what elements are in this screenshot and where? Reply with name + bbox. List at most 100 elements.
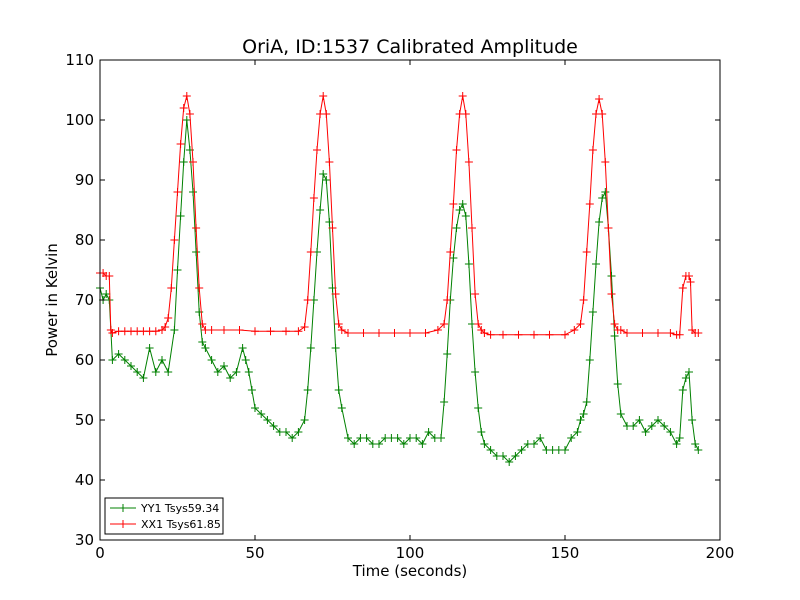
series-0-point xyxy=(647,422,656,430)
series-0-point xyxy=(232,368,241,376)
series-0-point xyxy=(424,428,433,436)
series-0-point xyxy=(294,428,303,436)
series-1-point xyxy=(604,224,613,232)
series-1-point xyxy=(464,158,473,166)
series-1-point xyxy=(421,329,430,337)
series-0-point xyxy=(145,344,154,352)
series-1-point xyxy=(638,329,647,337)
x-tick-label: 150 xyxy=(551,544,580,562)
series-1-point xyxy=(582,248,591,256)
series-0-point xyxy=(151,368,160,376)
series-1-point xyxy=(170,236,179,244)
series-0-point xyxy=(588,308,597,316)
series-1-point xyxy=(179,104,188,112)
series-0-point xyxy=(139,374,148,382)
series-1-point xyxy=(309,194,318,202)
series-0-point xyxy=(449,254,458,262)
series-1-point xyxy=(300,323,309,331)
series-line-0 xyxy=(99,119,699,463)
y-tick-label: 110 xyxy=(65,51,94,69)
series-1-point xyxy=(530,330,538,339)
series-0-point xyxy=(511,452,520,460)
series-0-point xyxy=(207,356,216,364)
series-0-point xyxy=(486,446,495,454)
series-1-point xyxy=(446,248,455,256)
series-0-point xyxy=(675,434,684,442)
series-0-point xyxy=(201,344,210,352)
series-1-point xyxy=(167,284,176,292)
series-0-point xyxy=(616,410,625,418)
series-0-point xyxy=(567,434,576,442)
series-1-point xyxy=(266,327,275,336)
series-1-point xyxy=(449,200,458,208)
series-0-point xyxy=(251,404,259,412)
series-1-point xyxy=(685,272,693,280)
series-0-point xyxy=(455,206,464,214)
series-0-point xyxy=(471,368,480,376)
series-1-point xyxy=(322,110,331,118)
series-0-point xyxy=(114,350,123,358)
series-0-point xyxy=(176,212,185,220)
series-1-point xyxy=(328,224,337,232)
series-1-point xyxy=(220,326,228,334)
y-tick-label: 30 xyxy=(75,531,94,549)
series-0-point xyxy=(182,116,191,124)
series-1-point xyxy=(570,326,579,334)
series-0-point xyxy=(598,194,607,202)
series-1-point xyxy=(585,200,594,208)
series-1-point xyxy=(666,329,675,337)
series-1-point xyxy=(294,327,303,336)
series-1-point xyxy=(595,95,604,103)
series-1-point xyxy=(282,327,290,336)
series-1-point xyxy=(514,330,523,339)
series-1-point xyxy=(588,146,597,154)
series-0-point xyxy=(576,416,585,424)
series-1-point xyxy=(182,92,191,100)
series-0-point xyxy=(610,332,619,340)
series-1-point xyxy=(334,320,343,328)
series-0-point xyxy=(499,452,507,460)
series-1-point xyxy=(198,320,207,328)
series-0-point xyxy=(635,416,644,424)
series-0-point xyxy=(350,440,359,448)
series-0-point xyxy=(133,368,142,376)
y-tick-label: 90 xyxy=(75,171,94,189)
series-0-point xyxy=(213,368,222,376)
series-0-point xyxy=(641,428,650,436)
y-tick-label: 80 xyxy=(75,231,94,249)
legend-box xyxy=(104,497,224,535)
series-0-point xyxy=(164,368,173,376)
series-1-point xyxy=(694,329,703,337)
series-0-point xyxy=(334,386,343,394)
series-1-point xyxy=(151,327,160,336)
x-tick-label: 200 xyxy=(706,544,735,562)
series-0-point xyxy=(595,218,604,226)
series-1-point xyxy=(686,278,695,286)
series-0-point xyxy=(179,158,188,166)
y-tick-label: 40 xyxy=(75,471,94,489)
legend-label-xx1: XX1 Tsys61.85 xyxy=(141,518,221,531)
series-0-point xyxy=(337,404,346,412)
series-1-point xyxy=(675,330,684,339)
series-1-point xyxy=(251,327,259,336)
series-0-point xyxy=(375,440,383,448)
series-0-point xyxy=(195,308,204,316)
series-0-point xyxy=(579,410,588,418)
series-1-point xyxy=(471,290,480,298)
series-0-point xyxy=(607,272,616,280)
series-0-point xyxy=(613,380,622,388)
series-0-point xyxy=(319,170,328,178)
series-0-point xyxy=(573,428,582,436)
y-tick-label: 50 xyxy=(75,411,94,429)
ticks-layer: 0 50 100 150 200 30 40 50 60 70 80 90 100 110 xyxy=(65,51,734,562)
series-layer xyxy=(96,92,703,466)
series-1-point xyxy=(499,330,507,339)
series-1-point xyxy=(176,140,185,148)
series-0-point xyxy=(461,212,470,220)
series-1-point xyxy=(654,329,662,337)
series-0-point xyxy=(189,188,197,196)
series-1-point xyxy=(623,329,631,337)
series-1-point xyxy=(173,188,182,196)
series-0-point xyxy=(127,362,135,370)
series-0-point xyxy=(192,248,201,256)
